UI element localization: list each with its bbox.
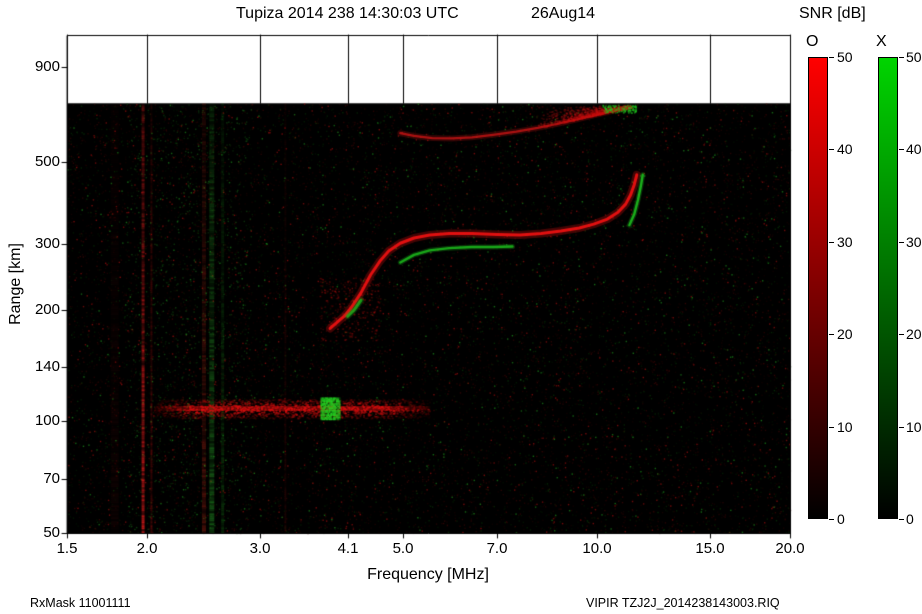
x-colorbar-tick — [899, 519, 904, 520]
y-tick-label: 140 — [34, 358, 60, 375]
x-axis-label: Frequency [MHz] — [367, 566, 489, 583]
o-colorbar-tick — [829, 242, 834, 243]
x-colorbar-tick-label: 50 — [906, 49, 922, 65]
plot-title: Tupiza 2014 238 14:30:03 UTC — [236, 5, 459, 22]
o-colorbar-tick-label: 10 — [837, 419, 853, 435]
x-colorbar-tick-label: 0 — [906, 511, 914, 527]
o-colorbar-tick — [829, 427, 834, 428]
x-tick-label: 2.0 — [136, 540, 158, 557]
plot-date: 26Aug14 — [531, 5, 596, 22]
x-colorbar-tick — [899, 334, 904, 335]
x-tick-label: 3.0 — [249, 540, 271, 557]
x-colorbar-tick — [899, 427, 904, 428]
x-colorbar-tick-label: 10 — [906, 419, 922, 435]
y-tick-label: 300 — [34, 235, 60, 252]
y-tick-label: 50 — [43, 524, 60, 541]
x-tick-label: 7.0 — [486, 540, 508, 557]
x-tick-label: 1.5 — [56, 540, 78, 557]
o-mode-label: O — [806, 33, 819, 50]
rxmask-label: RxMask 11001111 — [30, 596, 131, 610]
o-colorbar-tick-label: 0 — [837, 511, 845, 527]
x-tick-label: 4.1 — [337, 540, 359, 557]
x-colorbar-tick — [899, 242, 904, 243]
y-tick-label: 900 — [34, 58, 60, 75]
y-tick-label: 100 — [34, 412, 60, 429]
x-tick-label: 20.0 — [775, 540, 805, 557]
o-colorbar-tick-label: 30 — [837, 234, 853, 250]
o-colorbar-tick-label: 20 — [837, 326, 853, 342]
x-colorbar-tick — [899, 57, 904, 58]
y-tick-label: 500 — [34, 153, 60, 170]
x-tick-label: 10.0 — [582, 540, 612, 557]
snr-colorbar-title: SNR [dB] — [799, 5, 866, 22]
x-mode-label: X — [876, 33, 887, 50]
x-tick-label: 5.0 — [392, 540, 414, 557]
x-colorbar-tick — [899, 149, 904, 150]
o-colorbar-tick — [829, 519, 834, 520]
x-tick-label: 15.0 — [695, 540, 725, 557]
o-colorbar-tick-label: 50 — [837, 49, 853, 65]
o-colorbar-tick — [829, 334, 834, 335]
y-tick-label: 200 — [34, 301, 60, 318]
data-file-label: VIPIR TZJ2J_2014238143003.RIQ — [586, 596, 780, 610]
o-colorbar-tick — [829, 57, 834, 58]
o-colorbar-tick — [829, 149, 834, 150]
x-colorbar-tick-label: 30 — [906, 234, 922, 250]
o-colorbar-tick-label: 40 — [837, 141, 853, 157]
x-colorbar-tick-label: 20 — [906, 326, 922, 342]
o-snr-colorbar — [808, 57, 828, 519]
x-snr-colorbar — [878, 57, 898, 519]
x-colorbar-tick-label: 40 — [906, 141, 922, 157]
y-tick-label: 70 — [43, 470, 60, 487]
